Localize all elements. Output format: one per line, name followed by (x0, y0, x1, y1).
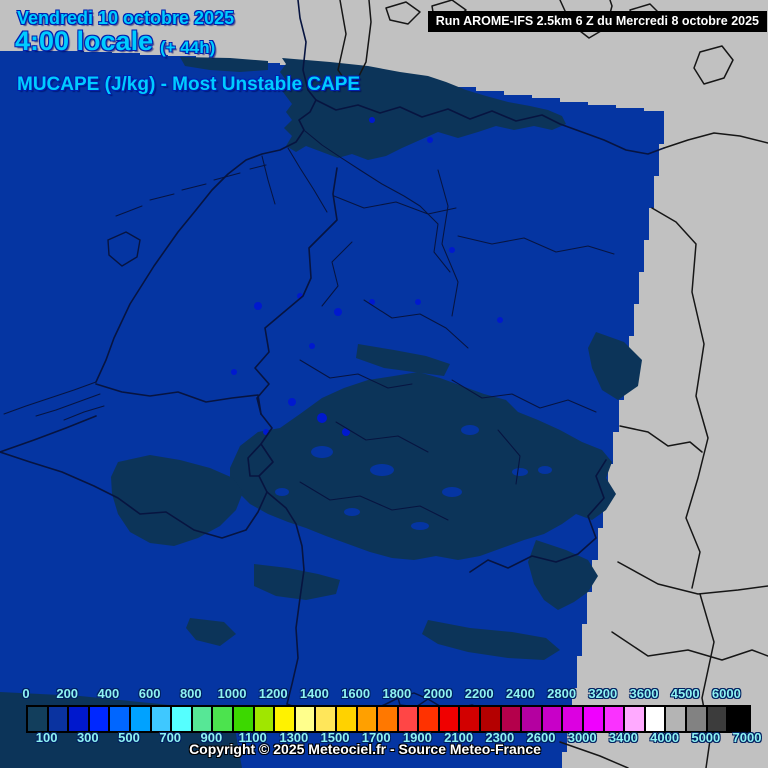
cape-base-hole (311, 446, 333, 458)
cape-base-hole (275, 488, 289, 496)
legend-tick-label: 800 (180, 686, 202, 701)
legend-color-box (708, 707, 729, 731)
legend-color-box (605, 707, 626, 731)
legend-tick-label: 2800 (547, 686, 576, 701)
legend-color-box (234, 707, 255, 731)
legend-tick-label: 6000 (712, 686, 741, 701)
border-gray-5 (612, 632, 768, 660)
legend-color-box (69, 707, 90, 731)
legend-color-box (296, 707, 317, 731)
legend-tick-label: 0 (22, 686, 29, 701)
legend-tick-label: 2400 (506, 686, 535, 701)
island-bornholm (694, 46, 733, 84)
scale-color-boxes (26, 705, 751, 733)
danish-island (386, 2, 420, 24)
legend-color-box (522, 707, 543, 731)
forecast-offset-label: (+ 44h) (160, 38, 215, 58)
cape-spot (254, 302, 262, 310)
cape-base-hole (344, 508, 360, 516)
cape-spot (369, 117, 375, 123)
legend-color-box (502, 707, 523, 731)
cape-spot (334, 308, 342, 316)
legend-tick-label: 3200 (588, 686, 617, 701)
legend-tick-label: 1200 (259, 686, 288, 701)
legend-color-box (275, 707, 296, 731)
legend-color-box (584, 707, 605, 731)
legend-tick-label: 7000 (733, 730, 762, 745)
cape-spot (415, 299, 421, 305)
copyright-label: Copyright © 2025 Meteociel.fr - Source M… (0, 741, 730, 757)
border-gray-2 (620, 426, 702, 452)
legend-tick-label: 200 (56, 686, 78, 701)
legend-color-box (728, 707, 749, 731)
legend-color-box (440, 707, 461, 731)
legend-tick-label: 1000 (218, 686, 247, 701)
legend-tick-label: 2200 (465, 686, 494, 701)
legend-color-box (131, 707, 152, 731)
border-gray-1 (652, 208, 708, 588)
cape-base-hole (512, 468, 528, 476)
legend-color-box (28, 707, 49, 731)
legend-color-box (337, 707, 358, 731)
legend-color-box (110, 707, 131, 731)
legend-color-box (152, 707, 173, 731)
legend-color-box (213, 707, 234, 731)
legend-color-box (460, 707, 481, 731)
run-info-bar: Run AROME-IFS 2.5km 6 Z du Mercredi 8 oc… (428, 11, 767, 32)
valid-time-label: 4:00 locale (15, 26, 153, 57)
cape-spot (449, 247, 455, 253)
legend-tick-label: 400 (98, 686, 120, 701)
cape-spot (288, 398, 296, 406)
legend-color-box (90, 707, 111, 731)
cape-spot (317, 413, 327, 423)
legend-color-box (563, 707, 584, 731)
scale-labels-top: 0 200 400 600 800 1000 1200 1400 1600 1800 2000 220… (0, 686, 768, 702)
border-gray-3 (618, 562, 768, 594)
legend-color-box (687, 707, 708, 731)
cape-base-hole (538, 466, 552, 474)
parameter-title: MUCAPE (J/kg) - Most Unstable CAPE (17, 74, 360, 96)
legend-tick-label: 600 (139, 686, 161, 701)
legend-color-box (666, 707, 687, 731)
legend-color-box (399, 707, 420, 731)
cape-spot (427, 137, 433, 143)
cape-spot (231, 369, 237, 375)
cape-spot (309, 343, 315, 349)
cape-spot (497, 317, 503, 323)
legend-tick-label: 1400 (300, 686, 329, 701)
legend-color-box (255, 707, 276, 731)
legend-color-box (646, 707, 667, 731)
legend-color-box (358, 707, 379, 731)
legend-color-box (378, 707, 399, 731)
cape-base-hole (461, 425, 479, 435)
cape-base-hole (442, 487, 462, 497)
map-canvas (0, 0, 768, 768)
legend-color-box (172, 707, 193, 731)
cape-base-hole (370, 464, 394, 476)
cape-base-hole (411, 522, 429, 530)
legend-tick-label: 1600 (341, 686, 370, 701)
legend-tick-label: 1800 (382, 686, 411, 701)
legend-color-box (481, 707, 502, 731)
coastline-baltic-east (664, 133, 768, 148)
legend-color-box (49, 707, 70, 731)
legend-color-box (625, 707, 646, 731)
legend-tick-label: 4500 (671, 686, 700, 701)
legend-color-box (316, 707, 337, 731)
legend-tick-label: 2000 (424, 686, 453, 701)
weather-map-page: Vendredi 10 octobre 2025 4:00 locale (+ … (0, 0, 768, 768)
legend-color-box (543, 707, 564, 731)
legend-color-box (419, 707, 440, 731)
legend-color-box (193, 707, 214, 731)
legend-tick-label: 3600 (630, 686, 659, 701)
